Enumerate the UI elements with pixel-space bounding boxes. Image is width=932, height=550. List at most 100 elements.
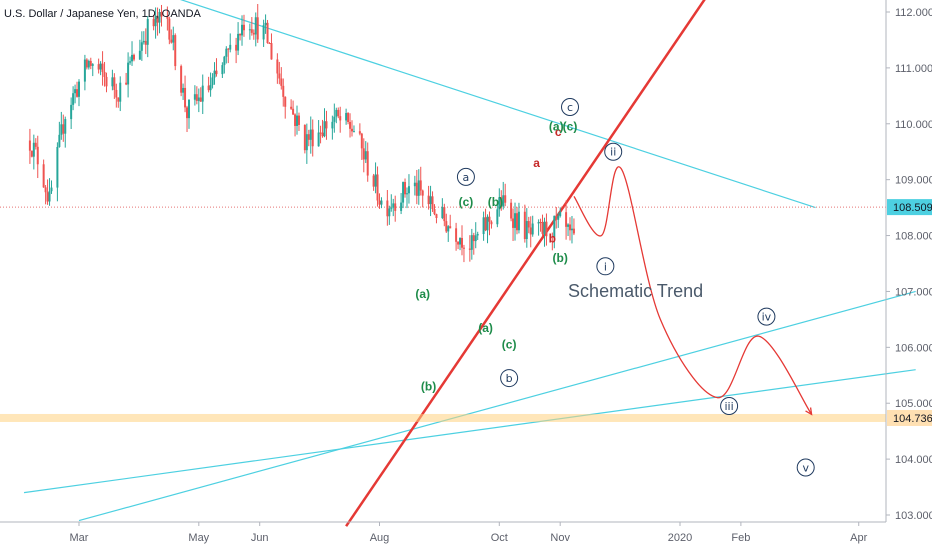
wave-circle-i [596, 257, 615, 276]
wave-label-(a): (a) [549, 120, 564, 134]
candle-body [504, 195, 507, 203]
candle-body [111, 77, 114, 87]
candle-body [447, 226, 450, 232]
candle-body [543, 221, 546, 234]
candle-body [215, 70, 218, 75]
price-label-box [887, 199, 932, 216]
candle-body [170, 39, 173, 43]
candle-body [74, 89, 77, 94]
candle-body [349, 122, 352, 129]
candle-body [394, 203, 397, 211]
wave-label-b: b [549, 231, 556, 245]
candle-body [209, 84, 212, 91]
candle-body [207, 85, 210, 91]
candle-body [119, 82, 122, 102]
candle-body [486, 216, 489, 231]
candle-body [50, 187, 53, 192]
candle-body [515, 213, 518, 231]
candle-body [362, 148, 365, 160]
candle-body [101, 63, 104, 72]
candle-body [282, 85, 285, 97]
wave-circle-c [561, 98, 580, 117]
candle-body [87, 60, 90, 68]
candle-body [213, 70, 216, 78]
candle-body [56, 146, 59, 188]
candle-body [296, 115, 299, 126]
candle-body [166, 16, 169, 19]
candle-body [284, 96, 287, 107]
candle-body [184, 87, 187, 108]
candle-body [455, 228, 458, 242]
candle-body [62, 124, 65, 134]
price-tick-label: 103.000 [895, 510, 932, 522]
wave-annotations: a(c) (b)(a)(a)(c)b(b)abc(a) (c)c(b)iiiSche… [415, 98, 815, 477]
candle-body [427, 195, 430, 205]
candle-body [307, 134, 310, 140]
candle-body [44, 187, 47, 193]
schematic-trend-label: Schematic Trend [568, 281, 703, 301]
candle-body [537, 221, 540, 224]
candle-body [211, 77, 214, 85]
candle-body [186, 107, 189, 119]
candle-body [309, 129, 312, 140]
candle-body [392, 203, 395, 208]
candle-body [460, 237, 463, 248]
candle-body [565, 212, 568, 227]
support-zone-band [0, 413, 886, 422]
candle-body [514, 213, 517, 228]
candle-body [525, 221, 528, 240]
candle-body [366, 151, 369, 176]
candle-body [127, 62, 130, 85]
candle-body [531, 223, 534, 235]
candle-body [419, 180, 422, 191]
candle-body [386, 200, 389, 217]
candle-body [76, 89, 79, 97]
candle-body [117, 97, 120, 102]
candle-body [498, 197, 501, 210]
candle-body [199, 97, 202, 102]
wave-circle-ii [604, 142, 623, 161]
candle-body [48, 191, 51, 202]
candle-body [390, 207, 393, 209]
candle-body [402, 182, 405, 203]
wave-label-(a): (a) [478, 321, 493, 335]
candle-body [339, 116, 342, 121]
candle-body [488, 216, 491, 222]
candle-body [78, 81, 80, 97]
candle-body [415, 182, 418, 196]
candle-body [484, 217, 487, 231]
wave-label-v: v [802, 461, 809, 474]
candle-body [500, 197, 503, 207]
candle-body [225, 48, 228, 57]
time-tick-label: Aug [370, 532, 390, 544]
candle-body [42, 164, 45, 188]
upper-descending-line [180, 0, 816, 209]
candle-body [266, 22, 269, 44]
candle-body [470, 235, 473, 250]
candle-body [496, 209, 499, 225]
candle-body [433, 208, 436, 215]
candle-body [545, 221, 548, 237]
candle-body [278, 73, 281, 79]
candle-body [482, 217, 485, 235]
candle-body [160, 11, 163, 17]
candle-body [449, 226, 452, 229]
candle-body [221, 65, 224, 75]
candle-body [182, 87, 185, 93]
wave-label-c: c [555, 125, 562, 139]
wave-label-(b): (b) [421, 379, 436, 393]
lower-ascending-1-line [78, 290, 916, 522]
candle-body [517, 211, 520, 231]
candle-body [317, 132, 320, 147]
candle-body [551, 236, 554, 238]
price-tick-label: 111.000 [895, 63, 932, 75]
candle-body [99, 63, 102, 70]
candle-body [241, 24, 244, 36]
candle-body [441, 207, 444, 218]
candle-body [572, 228, 575, 234]
candle-body [97, 64, 100, 70]
candle-body [152, 19, 155, 27]
wave-circle-a [456, 167, 475, 186]
candle-body [70, 104, 73, 120]
